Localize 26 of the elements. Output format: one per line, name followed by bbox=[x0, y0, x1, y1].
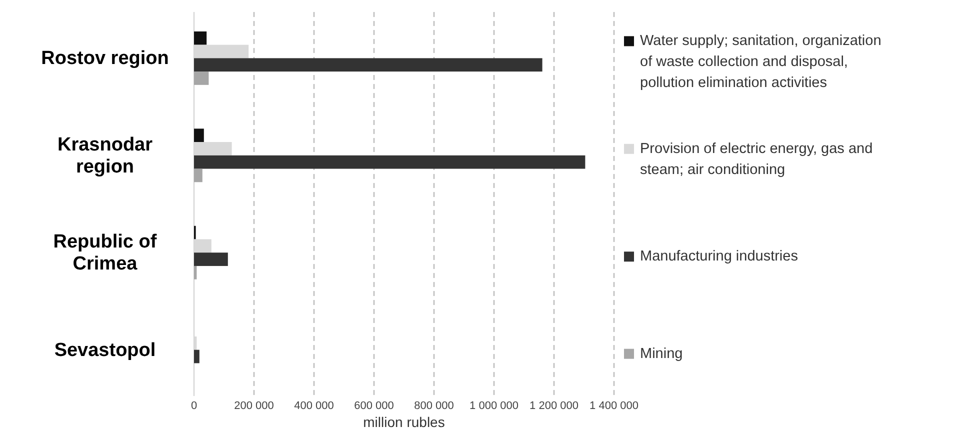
bar bbox=[194, 350, 200, 364]
bar bbox=[194, 128, 204, 142]
y-tick-label: Republic of Crimea bbox=[53, 232, 158, 275]
y-tick-label: Sevastopol bbox=[54, 340, 156, 361]
x-tick-label: 800 000 bbox=[414, 400, 454, 412]
x-tick-label: 0 bbox=[190, 400, 198, 412]
x-tick-label: 1 200 000 bbox=[530, 400, 578, 412]
x-tick-label: 1 000 000 bbox=[470, 400, 518, 412]
bar bbox=[194, 266, 197, 280]
x-tick-label: 600 000 bbox=[354, 400, 394, 412]
bar bbox=[194, 58, 542, 72]
x-tick-label: 400 000 bbox=[294, 400, 334, 412]
y-tick-label: Krasnodar region bbox=[57, 134, 154, 178]
bar bbox=[194, 31, 207, 45]
bar bbox=[194, 155, 586, 169]
legend-label: Water supply; sanitation, organization of waste collection and disposal, pollution elimination activities bbox=[640, 33, 882, 92]
legend-label: Manufacturing industries bbox=[640, 248, 798, 265]
legend-label: Mining bbox=[640, 346, 683, 362]
y-tick-label: Rostov region bbox=[41, 48, 169, 70]
x-tick-label: 1 400 000 bbox=[590, 400, 638, 412]
bar bbox=[194, 252, 228, 266]
bar bbox=[194, 168, 202, 182]
x-axis-title: million rubles bbox=[363, 414, 445, 430]
x-tick-label: 200 000 bbox=[234, 400, 274, 412]
legend-label: Provision of electric energy, gas and steam; air conditioning bbox=[640, 140, 873, 178]
bar bbox=[194, 72, 209, 85]
